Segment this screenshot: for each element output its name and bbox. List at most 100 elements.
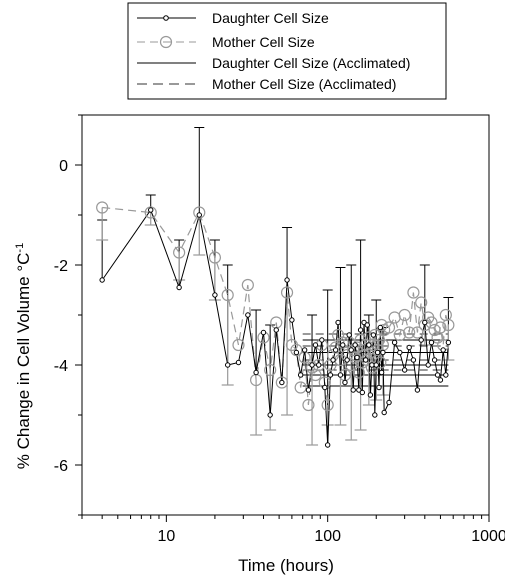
y-axis: 0 -2 -4 -6 [54, 114, 82, 516]
point-daughter [297, 372, 304, 378]
point-daughter [176, 284, 182, 291]
legend-label-daughter: Daughter Cell Size [212, 10, 329, 26]
point-daughter [337, 372, 344, 378]
point-mother [336, 336, 349, 349]
point-daughter [443, 372, 449, 378]
point-daughter [437, 377, 444, 383]
x-tick-label: 10 [157, 528, 175, 545]
point-daughter [224, 362, 231, 368]
point-daughter [212, 292, 218, 298]
point-daughter [305, 387, 312, 393]
point-daughter [374, 349, 381, 356]
point-daughter [370, 332, 377, 338]
point-daughter [279, 379, 285, 386]
point-mother [415, 296, 428, 309]
point-daughter [414, 387, 421, 393]
point-daughter [372, 412, 378, 418]
point-mother [407, 286, 420, 299]
point-daughter [434, 372, 441, 378]
point-mother [345, 358, 358, 372]
point-daughter [367, 392, 374, 398]
point-daughter [235, 359, 242, 366]
series [96, 201, 455, 448]
point-mother [302, 398, 315, 412]
point-daughter [322, 384, 328, 391]
point-daughter [340, 342, 346, 348]
point-mother [290, 343, 303, 357]
legend-label-mother: Mother Cell Size [212, 34, 315, 50]
point-mother [275, 376, 288, 389]
legend-item-mother: Mother Cell Size [137, 34, 315, 50]
legend-item-mother-acclimated: Mother Cell Size (Acclimated) [137, 76, 396, 92]
point-daughter [425, 362, 431, 368]
point-mother [305, 361, 319, 374]
point-daughter [293, 349, 300, 356]
point-daughter [406, 344, 412, 351]
point-daughter [401, 367, 408, 373]
point-daughter [373, 362, 379, 368]
x-axis-label: Time (hours) [238, 556, 334, 575]
point-mother [428, 323, 441, 337]
y-axis-label-exponent: -1 [14, 243, 26, 253]
y-axis-label: % Change in Cell Volume °C-1 [14, 243, 33, 469]
point-mother [321, 398, 334, 412]
y-tick-label: 0 [59, 158, 68, 175]
point-daughter [324, 442, 331, 448]
point-mother [442, 318, 455, 332]
legend-label-daughter-acclimated: Daughter Cell Size (Acclimated) [212, 55, 410, 71]
point-daughter [348, 347, 354, 353]
point-mother [193, 206, 206, 219]
point-daughter [364, 322, 370, 328]
point-daughter [422, 319, 428, 326]
point-mother [96, 201, 109, 214]
point-mother [221, 288, 234, 302]
x-tick-label: 1000 [471, 528, 505, 545]
y-axis-label-unit: °C [14, 253, 33, 272]
point-mother [208, 251, 222, 264]
y-tick-label: -6 [54, 458, 68, 475]
point-daughter [352, 342, 358, 348]
point-daughter [356, 387, 362, 393]
point-daughter [273, 327, 279, 333]
point-daughter [148, 207, 154, 213]
point-mother [418, 318, 431, 332]
point-daughter [378, 369, 385, 376]
point-mother [241, 278, 254, 292]
point-mother [411, 326, 424, 339]
point-daughter [362, 357, 369, 363]
point-daughter [284, 277, 290, 283]
point-mother [144, 206, 157, 219]
point-daughter [344, 357, 350, 363]
legend-marker-daughter [163, 15, 169, 21]
y-axis-label-text: % Change in Cell Volume [14, 276, 33, 469]
point-daughter [397, 349, 403, 356]
point-daughter [316, 362, 322, 368]
point-daughter [354, 354, 360, 361]
point-daughter [350, 387, 356, 393]
y-tick-label: -4 [54, 358, 68, 375]
point-daughter [335, 319, 341, 326]
point-daughter [319, 337, 325, 343]
point-daughter [369, 362, 375, 368]
point-daughter [301, 347, 308, 353]
x-axis: 10 100 1000 [81, 515, 505, 545]
legend: Daughter Cell Size Mother Cell Size Daug… [127, 2, 447, 100]
y-tick-label: -2 [54, 258, 68, 275]
error-bars [96, 127, 455, 446]
point-daughter [342, 379, 348, 386]
point-daughter [330, 357, 336, 363]
point-daughter [380, 349, 386, 356]
point-daughter [289, 317, 295, 323]
point-daughter [410, 357, 417, 363]
point-mother [393, 328, 406, 342]
point-mother [374, 356, 387, 369]
point-daughter [391, 339, 398, 346]
point-mother [173, 246, 186, 259]
point-daughter [267, 412, 273, 418]
legend-item-daughter: Daughter Cell Size [137, 10, 329, 26]
point-daughter [196, 212, 202, 218]
point-mother [382, 321, 396, 334]
point-daughter [386, 399, 392, 406]
point-daughter [253, 369, 259, 376]
